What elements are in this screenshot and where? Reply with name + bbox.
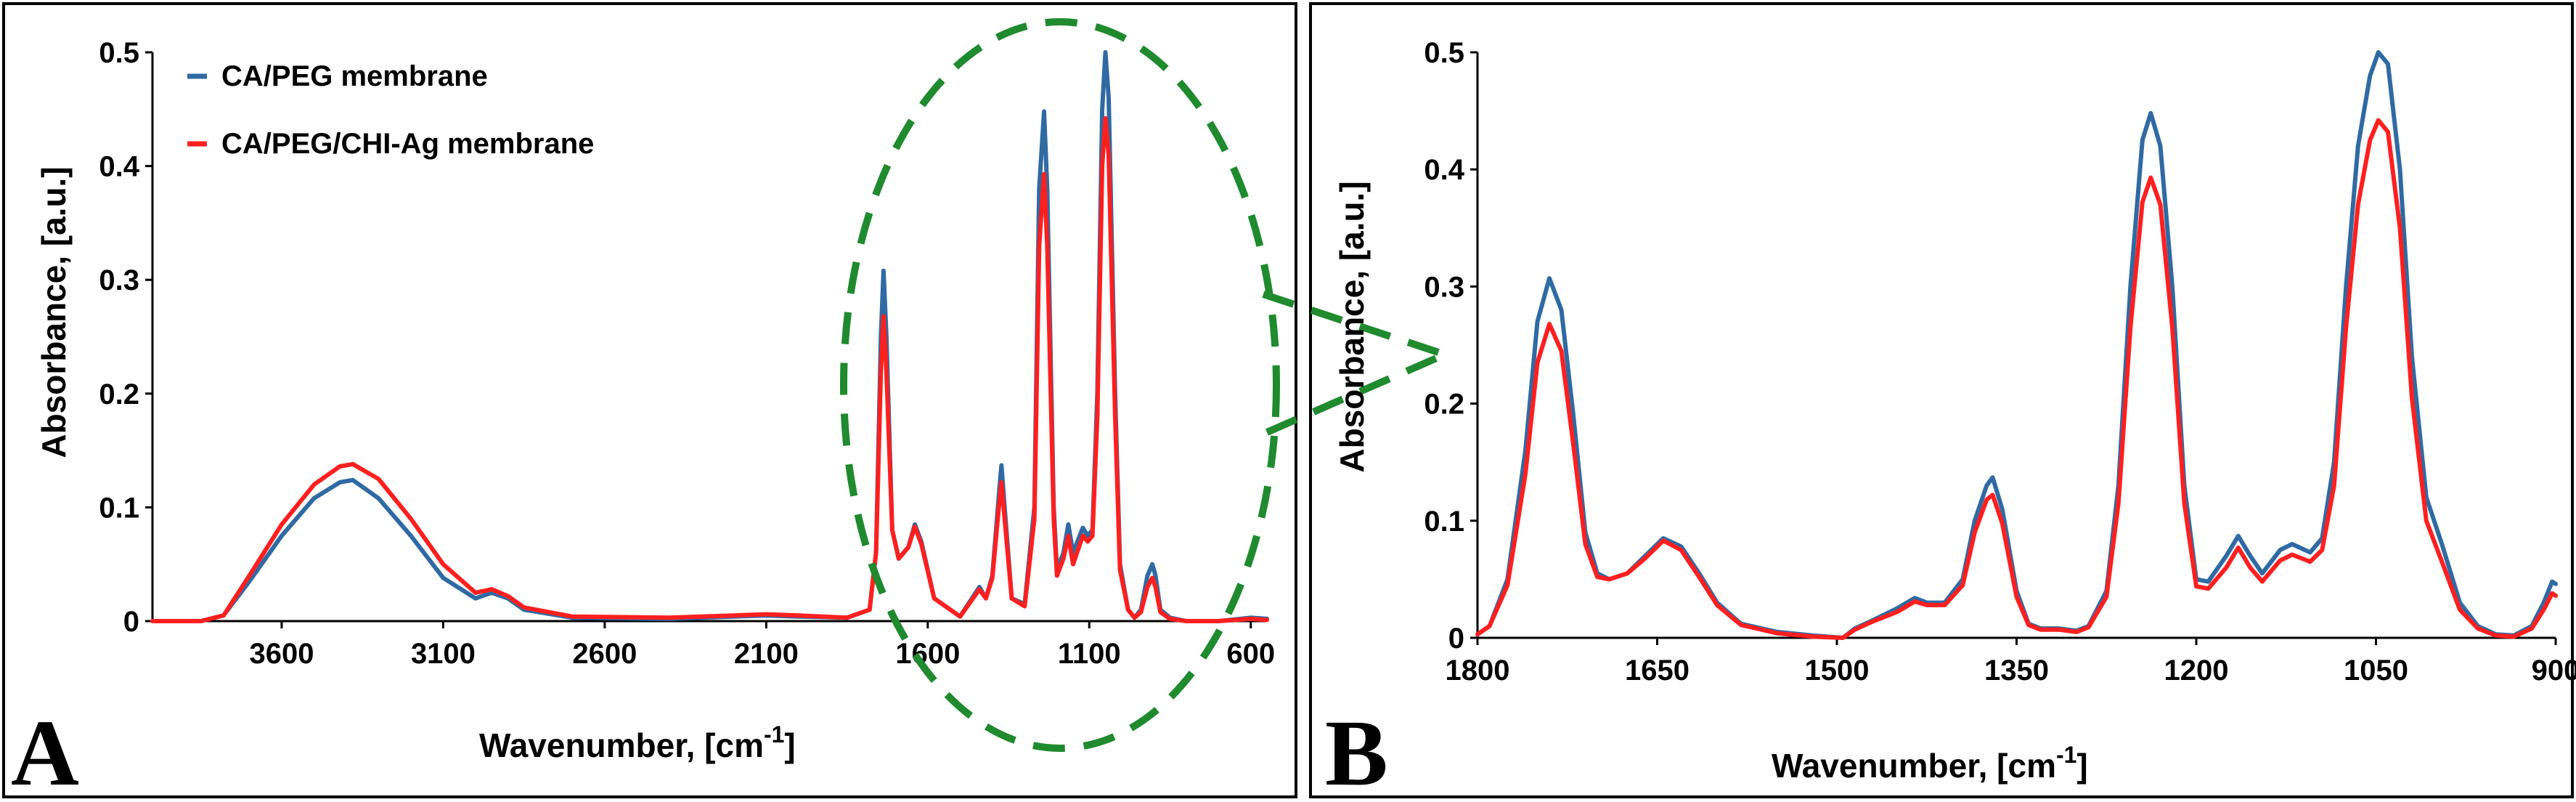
panel-a-x-tick-label: 1600 [895,638,960,670]
panel-a-y-tick-label: 0.1 [99,492,139,524]
panel-a-x-tick-label: 1100 [1058,638,1121,670]
panel-a-x-tick-label: 3100 [411,638,476,670]
panel-a-x-tick-label: 2100 [734,638,799,670]
chart-b: 0 0.1 0.2 0.3 0.4 0.5 1800 1650 1500 1350 1200 1050… [1424,37,2576,686]
zoom-arrow-upper [1262,291,1446,358]
panel-a-series-ca-peg-chi-ag-line [150,116,1269,623]
panel-a-x-axis-title-close: ] [784,726,795,764]
panel-b-x-tick-label: 1650 [1625,655,1690,686]
legend-label-ca-peg-chi-ag: CA/PEG/CHI-Ag membrane [221,128,594,160]
panel-b-y-tick-label: 0.3 [1424,271,1464,303]
panel-a-y-tick-label: 0.5 [99,37,139,69]
panel-a-y-tick-label: 0.4 [99,151,139,183]
panel-b-x-tick-label: 1050 [2344,655,2408,686]
panel-b-x-axis-title-main: Wavenumber, [cm [1772,747,2056,785]
chart-a: 0 0.1 0.2 0.3 0.4 0.5 3600 3100 2600 2100 1600 1100… [99,37,1275,670]
panel-b-x-tick-label: 1800 [1446,655,1510,686]
panel-a-frame [2,2,1297,798]
panel-b-y-tick-label: 0.2 [1424,389,1464,421]
panel-a-y-tick-label: 0 [123,606,139,638]
panel-b-x-axis-title-close: ] [2076,747,2087,785]
panel-b-y-tick-label: 0.1 [1424,506,1464,538]
panel-b-series-ca-peg-chi-ag-line [1475,118,2558,640]
zoom-arrow-lower [1265,351,1447,436]
panel-a-y-axis-title: Absorbance, [a.u.] [35,166,73,458]
panel-b-x-tick-label: 1200 [2164,655,2229,686]
panel-b-x-axis-title-sup: -1 [2056,742,2076,768]
legend: CA/PEG membrane CA/PEG/CHI-Ag membrane [187,60,594,160]
panel-a-x-axis-title-main: Wavenumber, [cm [479,726,764,764]
panel-a-y-tick-label: 0.3 [99,264,139,296]
panel-a-x-axis-title: Wavenumber, [cm-1] [479,721,796,764]
panel-label-a: A [11,701,79,802]
panel-a-x-tick-label: 600 [1226,638,1275,670]
panel-b-y-tick-label: 0 [1448,623,1464,655]
panel-b-y-tick-label: 0.4 [1424,154,1464,186]
panel-label-b: B [1325,701,1388,802]
panel-a-y-tick-label: 0.2 [99,378,139,410]
panel-b-y-tick-label: 0.5 [1424,37,1464,69]
panel-b-x-tick-label: 900 [2532,655,2576,686]
panel-b-x-tick-label: 1500 [1805,655,1870,686]
panel-b-x-axis-title: Wavenumber, [cm-1] [1772,742,2088,785]
zoom-region-ellipse [840,18,1280,752]
legend-label-ca-peg: CA/PEG membrane [221,60,488,92]
panel-b-frame [1309,2,2574,798]
panel-a-x-tick-label: 3600 [249,638,314,670]
panel-a-x-axis-title-sup: -1 [764,721,784,748]
panel-b-y-axis-title: Absorbance, [a.u.] [1333,181,1371,472]
panel-b-x-tick-label: 1350 [1984,655,2049,686]
panel-a-x-tick-label: 2600 [572,638,637,670]
